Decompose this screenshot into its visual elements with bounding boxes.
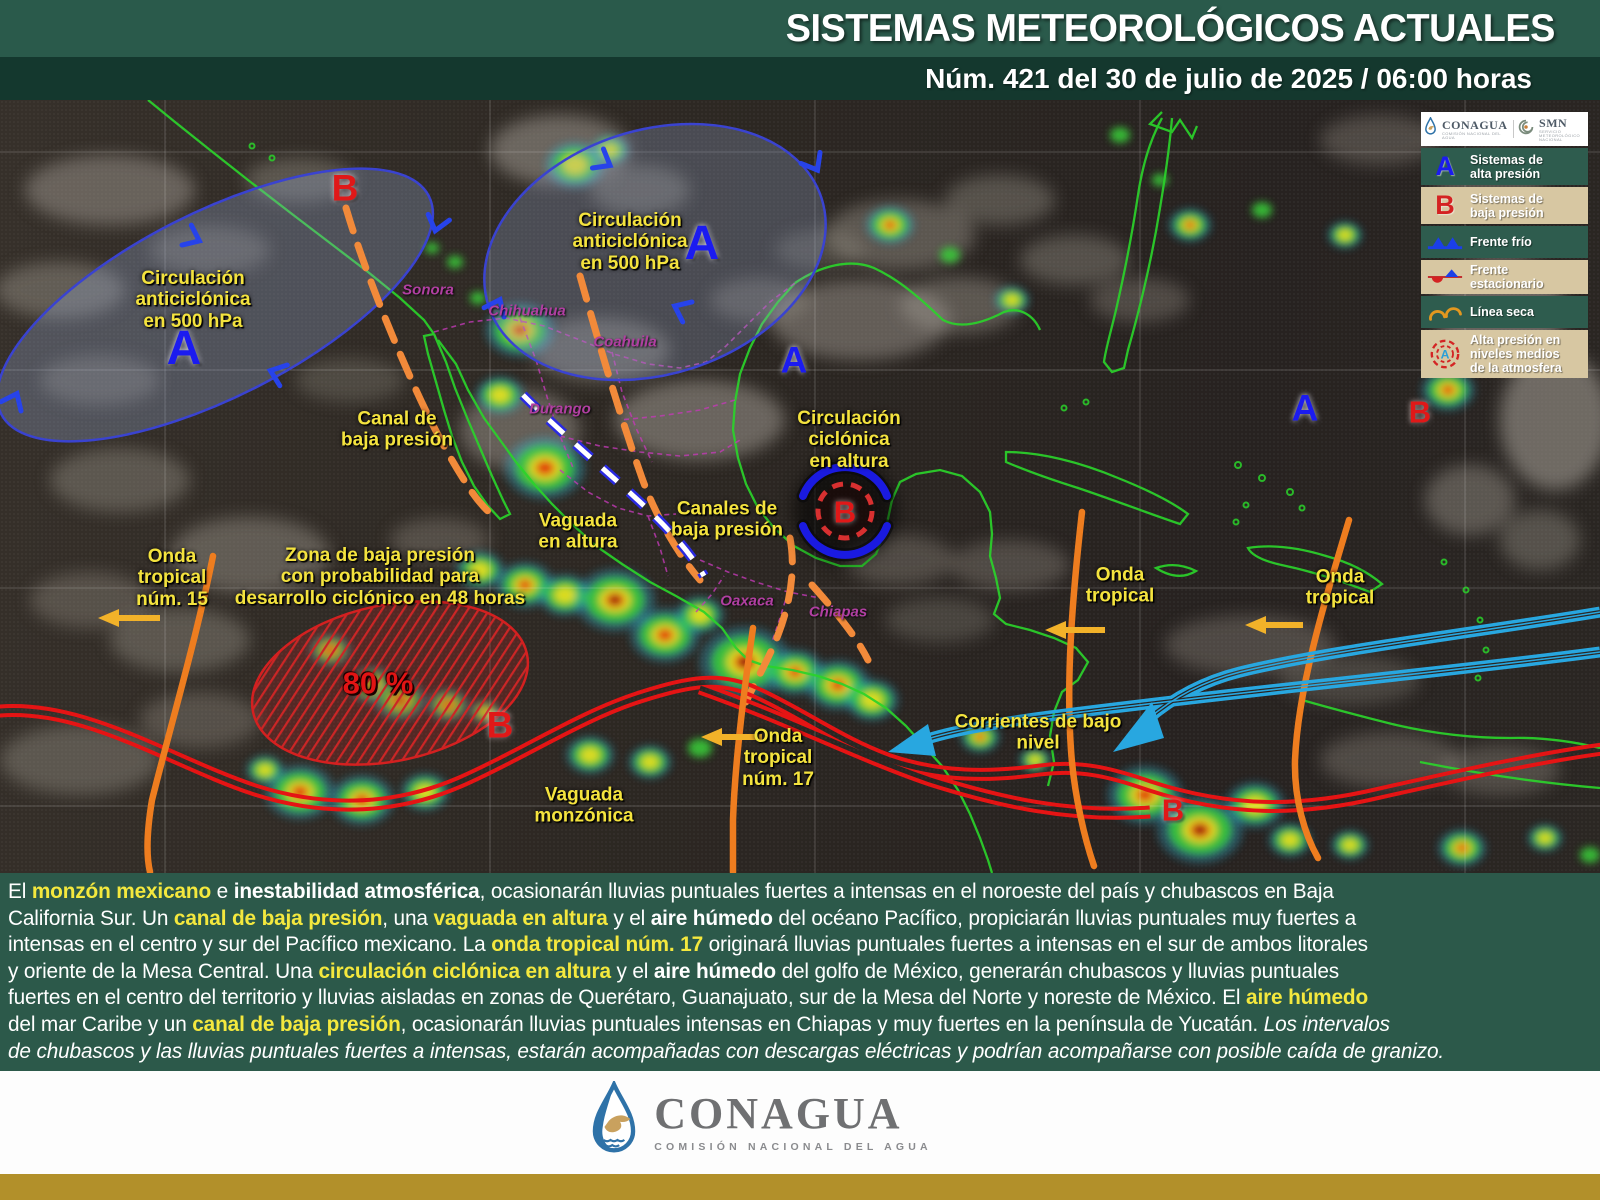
legend-item-label: Línea seca bbox=[1470, 305, 1534, 319]
smn-swirl-icon bbox=[1518, 119, 1534, 140]
legend-rows: A Sistemas de alta presión B Sistemas de ba… bbox=[1421, 148, 1588, 378]
legend-item-high-pressure-systems: A Sistemas de alta presión bbox=[1421, 148, 1588, 185]
conagua-mini-label: CONAGUA bbox=[1442, 117, 1508, 132]
high-pressure-systems-icon: A bbox=[1435, 151, 1455, 181]
map-legend: CONAGUA COMISIÓN NACIONAL DEL AGUA SMN S… bbox=[1421, 112, 1588, 378]
title-bar: SISTEMAS METEOROLÓGICOS ACTUALES bbox=[0, 0, 1600, 57]
conagua-wordmark: CONAGUA COMISIÓN NACIONAL DEL AGUA bbox=[654, 1089, 932, 1154]
legend-item-dry-line: Línea seca bbox=[1421, 296, 1588, 328]
legend-item-label: Frente frío bbox=[1470, 235, 1532, 249]
smn-mini-sublabel: SERVICIO METEOROLÓGICO NACIONAL bbox=[1539, 128, 1580, 142]
forecast-line-6: del mar Caribe y un canal de baja presió… bbox=[8, 1012, 1390, 1036]
smn-mini-label: SMN bbox=[1539, 115, 1568, 130]
conagua-label: CONAGUA bbox=[654, 1089, 903, 1138]
conagua-mini-sublabel: COMISIÓN NACIONAL DEL AGUA bbox=[1442, 130, 1501, 140]
forecast-text: El monzón mexicano e inestabilidad atmos… bbox=[0, 873, 1600, 1071]
page-title: SISTEMAS METEOROLÓGICOS ACTUALES bbox=[785, 6, 1556, 50]
low-pressure-systems-icon: B bbox=[1435, 190, 1455, 220]
forecast-line-7: de chubascos y las lluvias puntuales fue… bbox=[8, 1039, 1445, 1063]
legend-item-label: Alta presión en niveles medios de la atm… bbox=[1470, 333, 1562, 375]
forecast-line-1: El monzón mexicano e inestabilidad atmos… bbox=[8, 880, 1334, 903]
legend-item-label: Frente estacionario bbox=[1470, 263, 1544, 291]
stationary-front-icon bbox=[1426, 267, 1464, 287]
legend-item-low-pressure-systems: B Sistemas de baja presión bbox=[1421, 187, 1588, 224]
forecast-line-5: fuertes en el centro del territorio y ll… bbox=[8, 986, 1369, 1010]
forecast-line-4: y oriente de la Mesa Central. Una circul… bbox=[8, 959, 1340, 983]
svg-text:A: A bbox=[1441, 348, 1450, 362]
legend-item-label: Sistemas de baja presión bbox=[1470, 191, 1544, 220]
bulletin-number: Núm. 421 del 30 de julio de 2025 / 06:00… bbox=[925, 62, 1532, 94]
dry-line-icon bbox=[1426, 302, 1464, 322]
conagua-drop-icon bbox=[1424, 116, 1437, 141]
gold-bar bbox=[0, 1174, 1600, 1200]
forecast-line-3: intensas en el centro y sur del Pacífico… bbox=[8, 933, 1368, 957]
legend-logo-bar: CONAGUA COMISIÓN NACIONAL DEL AGUA SMN S… bbox=[1421, 112, 1588, 146]
legend-item-label: Sistemas de alta presión bbox=[1470, 152, 1543, 181]
conagua-logo: CONAGUA COMISIÓN NACIONAL DEL AGUA bbox=[588, 1079, 932, 1164]
subtitle-bar: Núm. 421 del 30 de julio de 2025 / 06:00… bbox=[0, 57, 1600, 100]
forecast-line-2: California Sur. Un canal de baja presión… bbox=[8, 906, 1357, 930]
cold-front-icon bbox=[1426, 232, 1464, 252]
satellite-map bbox=[0, 100, 1600, 873]
smn-mini-wordmark: SMN SERVICIO METEOROLÓGICO NACIONAL bbox=[1539, 117, 1585, 142]
conagua-sublabel: COMISIÓN NACIONAL DEL AGUA bbox=[654, 1141, 932, 1153]
legend-item-high-pressure-mid-levels: A Alta presión en niveles medios de la at… bbox=[1421, 330, 1588, 378]
conagua-mini-wordmark: CONAGUA COMISIÓN NACIONAL DEL AGUA bbox=[1442, 119, 1508, 140]
legend-item-cold-front: Frente frío bbox=[1421, 226, 1588, 258]
legend-item-stationary-front: Frente estacionario bbox=[1421, 260, 1588, 294]
footer: CONAGUA COMISIÓN NACIONAL DEL AGUA bbox=[0, 1071, 1600, 1174]
high-pressure-mid-levels-icon: A bbox=[1426, 337, 1464, 371]
conagua-drop-icon-large bbox=[588, 1079, 640, 1164]
logo-divider bbox=[1512, 120, 1514, 138]
